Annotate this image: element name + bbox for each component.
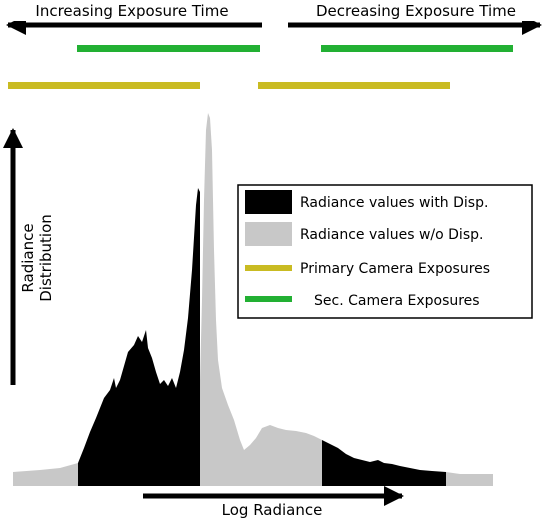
primary-exposure-bar [8,82,200,89]
legend-swatch-with-disp [245,190,292,214]
legend-label-without-disp: Radiance values w/o Disp. [300,227,483,243]
decreasing-exposure-label: Decreasing Exposure Time [316,2,516,20]
increasing-exposure-label: Increasing Exposure Time [35,2,228,20]
y-axis-label-line2: Distribution [37,214,55,302]
legend-label-with-disp: Radiance values with Disp. [300,195,488,211]
y-axis-label-line1: Radiance [19,223,37,292]
legend-label-primary: Primary Camera Exposures [300,261,490,277]
primary-exposure-bar [258,82,450,89]
secondary-exposure-bar [77,45,260,52]
legend-swatch-without-disp [245,222,292,246]
legend: Radiance values with Disp. Radiance valu… [237,184,533,319]
label-backdrop [296,3,536,21]
x-axis-label: Log Radiance [222,501,323,519]
legend-swatch-secondary [245,296,292,302]
label-backdrop [6,3,260,21]
secondary-exposure-bar [321,45,513,52]
histogram-with-disp [78,188,446,486]
legend-label-secondary: Sec. Camera Exposures [314,293,480,309]
legend-swatch-primary [245,265,292,271]
